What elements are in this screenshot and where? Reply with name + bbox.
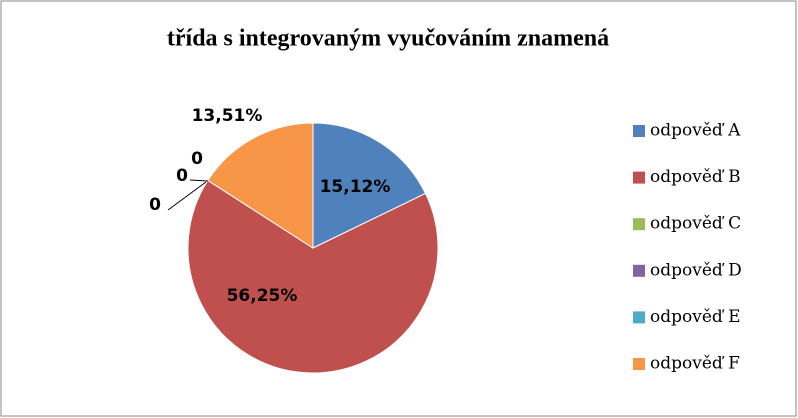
legend-label: odpověď C <box>650 214 741 234</box>
legend-label: odpověď A <box>650 121 741 141</box>
legend-label: odpověď D <box>650 260 742 280</box>
legend-swatch <box>633 311 645 324</box>
chart-title: třída s integrovaným vyučováním znamená <box>167 26 609 52</box>
legend-swatch <box>633 358 645 370</box>
legend-label: odpověď E <box>650 307 741 327</box>
leader-line <box>167 181 207 211</box>
legend-swatch <box>633 264 645 277</box>
pie-slice <box>207 122 314 249</box>
data-label: 0 <box>149 195 161 215</box>
legend-label: odpověď F <box>650 354 740 374</box>
legend-label: odpověď B <box>650 167 741 187</box>
leader-line <box>189 179 209 182</box>
pie-slice <box>312 122 427 249</box>
data-label: 15,12% <box>320 177 391 197</box>
data-label: 0 <box>176 166 188 186</box>
data-label: 56,25% <box>227 286 298 306</box>
legend-swatch <box>633 218 645 231</box>
legend-swatch <box>633 171 645 184</box>
legend-swatch <box>633 125 645 137</box>
data-label: 0 <box>191 149 203 169</box>
pie-slice <box>187 179 439 374</box>
data-label: 13,51% <box>192 106 263 126</box>
